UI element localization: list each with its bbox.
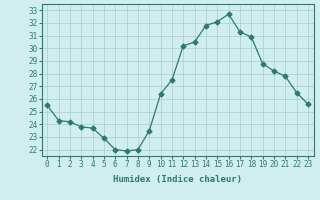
- X-axis label: Humidex (Indice chaleur): Humidex (Indice chaleur): [113, 175, 242, 184]
